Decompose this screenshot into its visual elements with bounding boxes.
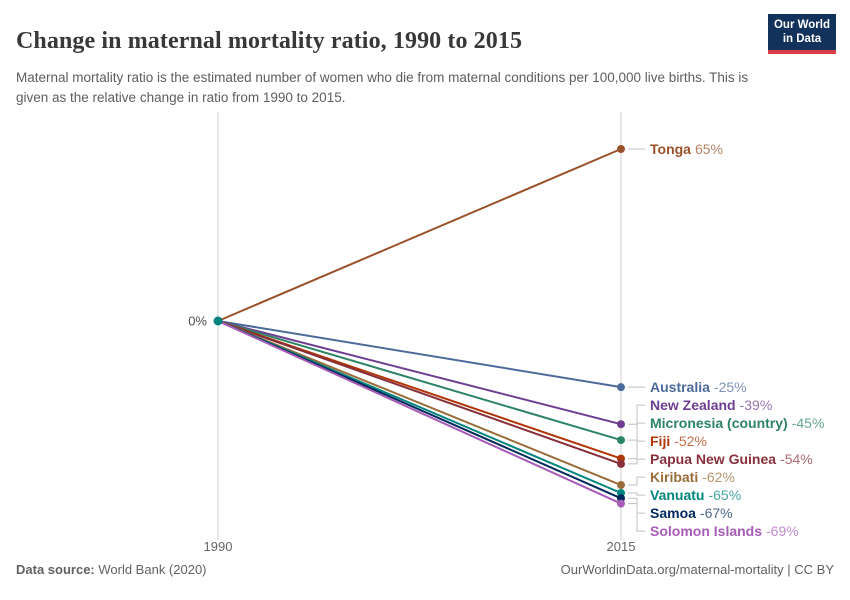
series-value: -69% (766, 523, 799, 540)
series-value: -54% (780, 451, 813, 468)
label-connector-new-zealand (628, 404, 645, 425)
series-value: -65% (708, 487, 742, 504)
series-name: Fiji (650, 433, 671, 450)
label-connector-vanuatu (628, 492, 645, 496)
series-label-micronesia-country[interactable]: Micronesia (country) -45% (650, 415, 824, 431)
series-end-dot-tonga[interactable] (617, 145, 625, 153)
label-connector-fiji (628, 440, 645, 460)
series-line-kiribati[interactable] (217, 320, 622, 486)
series-name: Kiribati (650, 469, 699, 486)
data-source-label: Data source: (16, 562, 95, 577)
label-connector-kiribati (628, 476, 645, 486)
series-value: -45% (791, 415, 825, 432)
series-label-kiribati[interactable]: Kiribati -62% (650, 469, 735, 485)
series-value: -67% (699, 505, 733, 522)
series-end-dot-kiribati[interactable] (617, 481, 625, 490)
series-line-papua-new-guinea[interactable] (217, 320, 622, 465)
series-value: -52% (674, 433, 707, 450)
owid-logo-accent-bar (768, 50, 836, 54)
series-end-dot-papua-new-guinea[interactable] (617, 459, 625, 468)
series-end-dot-australia[interactable] (617, 383, 625, 392)
owid-logo-line1: Our World (773, 18, 830, 31)
label-connector-papua-new-guinea (628, 458, 645, 465)
series-name: Solomon Islands (650, 523, 763, 540)
series-value: -25% (713, 379, 747, 396)
series-label-vanuatu[interactable]: Vanuatu -65% (650, 487, 741, 503)
series-value: -62% (702, 469, 735, 486)
series-name: Papua New Guinea (650, 451, 777, 468)
series-name: Samoa (650, 505, 696, 522)
credit-link[interactable]: OurWorldinData.org/maternal-mortality | … (560, 562, 834, 577)
chart-title: Change in maternal mortality ratio, 1990… (16, 28, 523, 55)
series-end-dot-micronesia-country[interactable] (617, 436, 625, 445)
data-source-note: Data source: World Bank (2020) (16, 562, 207, 577)
series-line-solomon-islands[interactable] (217, 320, 622, 505)
series-value: 65% (694, 141, 723, 157)
series-label-fiji[interactable]: Fiji -52% (650, 433, 707, 449)
series-name: Tonga (650, 141, 691, 157)
chart-subtitle: Maternal mortality ratio is the estimate… (16, 69, 749, 106)
series-line-tonga[interactable] (217, 148, 622, 322)
series-end-dot-new-zealand[interactable] (617, 420, 625, 429)
x-tick-2015: 2015 (606, 539, 636, 554)
series-line-micronesia-country[interactable] (217, 320, 622, 442)
owid-logo[interactable]: Our World in Data (768, 14, 836, 54)
label-connector-micronesia-country (628, 422, 645, 441)
series-label-australia[interactable]: Australia -25% (650, 379, 747, 395)
series-name: Micronesia (country) (650, 415, 788, 432)
chart-footer: Data source: World Bank (2020) OurWorldi… (16, 562, 834, 577)
series-label-new-zealand[interactable]: New Zealand -39% (650, 397, 772, 413)
series-start-dot[interactable] (213, 316, 223, 326)
series-label-tonga[interactable]: Tonga 65% (650, 141, 723, 157)
series-name: New Zealand (650, 397, 736, 414)
series-label-papua-new-guinea[interactable]: Papua New Guinea -54% (650, 451, 813, 467)
series-end-dot-solomon-islands[interactable] (617, 499, 625, 508)
x-tick-1990: 1990 (203, 539, 233, 554)
series-label-solomon-islands[interactable]: Solomon Islands -69% (650, 523, 799, 539)
data-source-value: World Bank (2020) (94, 562, 207, 577)
label-connector-solomon-islands (628, 503, 645, 532)
series-line-australia[interactable] (217, 320, 622, 389)
series-line-new-zealand[interactable] (217, 320, 622, 426)
series-name: Vanuatu (650, 487, 705, 504)
series-name: Australia (650, 379, 710, 396)
series-label-samoa[interactable]: Samoa -67% (650, 505, 733, 521)
series-value: -39% (739, 397, 773, 414)
owid-logo-line2: in Data (782, 33, 822, 45)
y-baseline-label: 0% (188, 313, 207, 329)
